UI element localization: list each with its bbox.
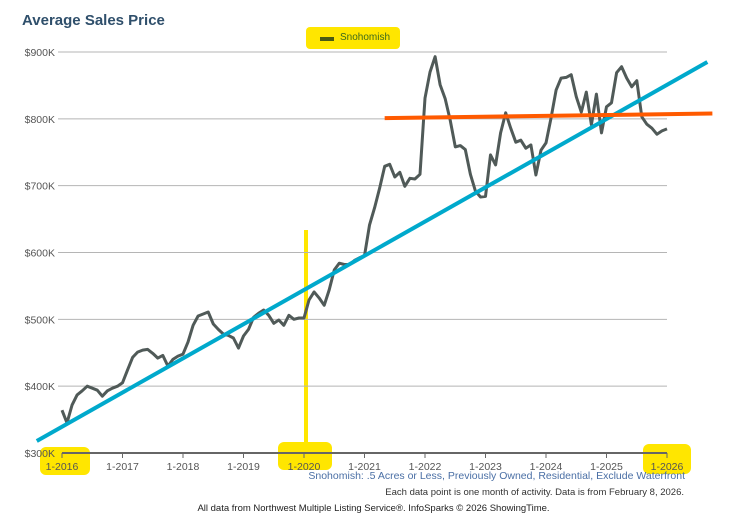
legend-swatch — [320, 37, 334, 41]
chart-credit: All data from Northwest Multiple Listing… — [197, 503, 550, 514]
y-tick-label: $700K — [25, 181, 55, 193]
y-axis: $300K $400K $500K $600K $700K $800K $900K — [25, 47, 55, 460]
legend[interactable]: Snohomish — [306, 27, 400, 49]
gridlines — [58, 51, 667, 387]
orange-trend-line — [384, 111, 713, 121]
x-tick-label: 1-2017 — [106, 461, 139, 473]
x-tick-label: 1-2018 — [167, 461, 200, 473]
y-tick-label: $900K — [25, 47, 55, 59]
x-tick-label: 1-2026 — [651, 461, 684, 473]
x-tick-label: 1-2020 — [288, 461, 321, 473]
trend-layer — [35, 60, 713, 443]
x-tick-label: 1-2023 — [469, 461, 502, 473]
legend-label: Snohomish — [340, 32, 391, 43]
chart-note: Each data point is one month of activity… — [385, 487, 684, 498]
x-tick-label: 1-2022 — [409, 461, 442, 473]
y-tick-label: $500K — [25, 314, 55, 326]
x-axis: 1-2016 1-2017 1-2018 1-2019 1-2020 1-2021 1-20… — [46, 452, 684, 473]
series-layer — [60, 55, 668, 425]
x-tick-label: 1-2024 — [530, 461, 563, 473]
y-tick-label: $600K — [25, 248, 55, 260]
x-tick-label: 1-2025 — [590, 461, 623, 473]
x-tick-label: 1-2016 — [46, 461, 79, 473]
x-tick-label: 1-2021 — [348, 461, 381, 473]
series-line-snohomish — [60, 55, 668, 425]
x-tick-label: 1-2019 — [227, 461, 260, 473]
y-tick-label: $300K — [25, 448, 55, 460]
chart-subtitle: Snohomish: .5 Acres or Less, Previously … — [308, 470, 685, 482]
y-tick-label: $800K — [25, 114, 55, 126]
highlight-mark-1-2020 — [278, 442, 332, 470]
blue-trend-line — [35, 60, 709, 443]
y-tick-label: $400K — [25, 381, 55, 393]
highlight-mark-1-2026 — [643, 444, 691, 474]
chart-title: Average Sales Price — [22, 12, 165, 29]
